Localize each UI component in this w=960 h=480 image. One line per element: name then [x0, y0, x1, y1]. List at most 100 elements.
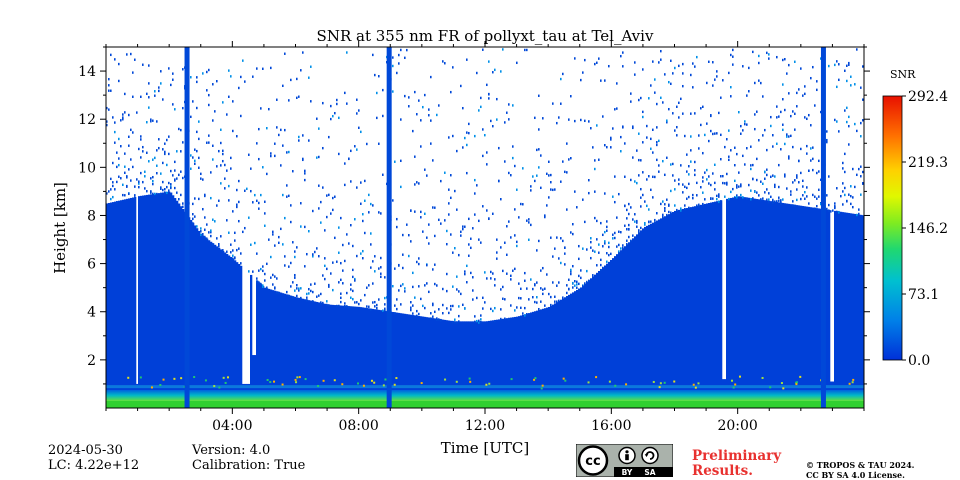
signal-column — [414, 315, 417, 408]
noise-speck — [534, 283, 536, 287]
noise-speck — [172, 174, 174, 177]
noise-speck — [458, 253, 460, 257]
noise-speck — [180, 170, 182, 173]
noise-speck — [352, 244, 354, 248]
signal-column — [164, 192, 167, 408]
noise-speck — [586, 280, 588, 284]
noise-speck — [678, 101, 680, 105]
noise-speck — [200, 172, 202, 176]
noise-speck — [340, 300, 342, 304]
noise-speck — [158, 146, 160, 150]
noise-speck — [298, 95, 300, 98]
aerosol-speck — [395, 377, 398, 380]
signal-column — [558, 300, 561, 408]
noise-speck — [776, 200, 778, 203]
noise-speck — [680, 209, 682, 212]
noise-speck — [414, 296, 416, 299]
noise-speck — [708, 139, 710, 143]
noise-speck — [260, 193, 262, 197]
noise-speck — [592, 274, 594, 277]
signal-column — [680, 209, 683, 408]
noise-speck — [706, 122, 708, 125]
noise-speck — [860, 135, 862, 138]
noise-speck — [364, 293, 366, 297]
noise-speck — [578, 257, 580, 261]
signal-column — [340, 305, 343, 408]
noise-speck — [728, 71, 730, 75]
noise-speck — [550, 173, 552, 177]
noise-speck — [506, 272, 508, 275]
noise-speck — [108, 108, 110, 111]
noise-speck — [734, 179, 736, 183]
aerosol-speck — [322, 379, 325, 382]
noise-speck — [562, 239, 564, 243]
noise-speck — [698, 147, 700, 150]
noise-speck — [312, 209, 314, 213]
noise-speck — [610, 138, 612, 141]
noise-speck — [346, 51, 348, 54]
signal-column — [718, 200, 721, 408]
signal-column — [128, 198, 131, 408]
noise-speck — [374, 300, 376, 304]
noise-speck — [774, 175, 776, 178]
noise-speck — [504, 317, 506, 320]
noise-speck — [798, 181, 800, 184]
noise-speck — [702, 151, 704, 155]
noise-speck — [148, 82, 150, 85]
signal-column — [644, 226, 647, 408]
noise-speck — [220, 182, 222, 185]
signal-column — [694, 206, 697, 408]
noise-speck — [256, 142, 258, 145]
noise-speck — [530, 223, 532, 227]
noise-speck — [232, 249, 234, 252]
noise-speck — [180, 150, 182, 153]
signal-column — [646, 225, 649, 408]
noise-speck — [428, 242, 430, 245]
noise-speck — [162, 180, 164, 184]
noise-speck — [570, 268, 572, 272]
noise-speck — [168, 181, 170, 185]
noise-speck — [316, 295, 318, 298]
noise-speck — [180, 193, 182, 197]
noise-speck — [230, 75, 232, 78]
signal-column — [540, 309, 543, 408]
noise-speck — [696, 55, 698, 59]
noise-speck — [674, 66, 676, 70]
noise-speck — [156, 120, 158, 123]
noise-speck — [258, 127, 260, 131]
noise-speck — [850, 185, 852, 188]
noise-speck — [862, 98, 864, 101]
signal-column — [502, 318, 505, 408]
signal-column — [370, 308, 373, 408]
noise-speck — [570, 231, 572, 234]
noise-speck — [698, 203, 700, 206]
signal-column — [448, 320, 451, 408]
noise-speck — [578, 282, 580, 286]
signal-column — [174, 198, 177, 408]
signal-column — [392, 312, 395, 408]
noise-speck — [636, 181, 638, 185]
noise-speck — [354, 277, 356, 281]
noise-speck — [488, 60, 490, 63]
noise-speck — [630, 178, 632, 182]
noise-speck — [420, 216, 422, 219]
noise-speck — [488, 97, 490, 100]
noise-speck — [758, 54, 760, 58]
noise-speck — [378, 75, 380, 78]
noise-speck — [620, 230, 622, 234]
noise-speck — [796, 176, 798, 179]
noise-speck — [130, 52, 132, 56]
noise-speck — [850, 194, 852, 198]
noise-speck — [380, 212, 382, 215]
noise-speck — [232, 257, 234, 261]
noise-speck — [196, 80, 198, 84]
noise-speck — [690, 160, 692, 163]
noise-speck — [448, 202, 450, 205]
sa-label: SA — [644, 468, 655, 477]
noise-speck — [340, 296, 342, 300]
noise-speck — [454, 321, 456, 324]
signal-column — [858, 214, 861, 408]
noise-speck — [630, 206, 632, 209]
noise-speck — [584, 58, 586, 62]
noise-speck — [288, 99, 290, 102]
